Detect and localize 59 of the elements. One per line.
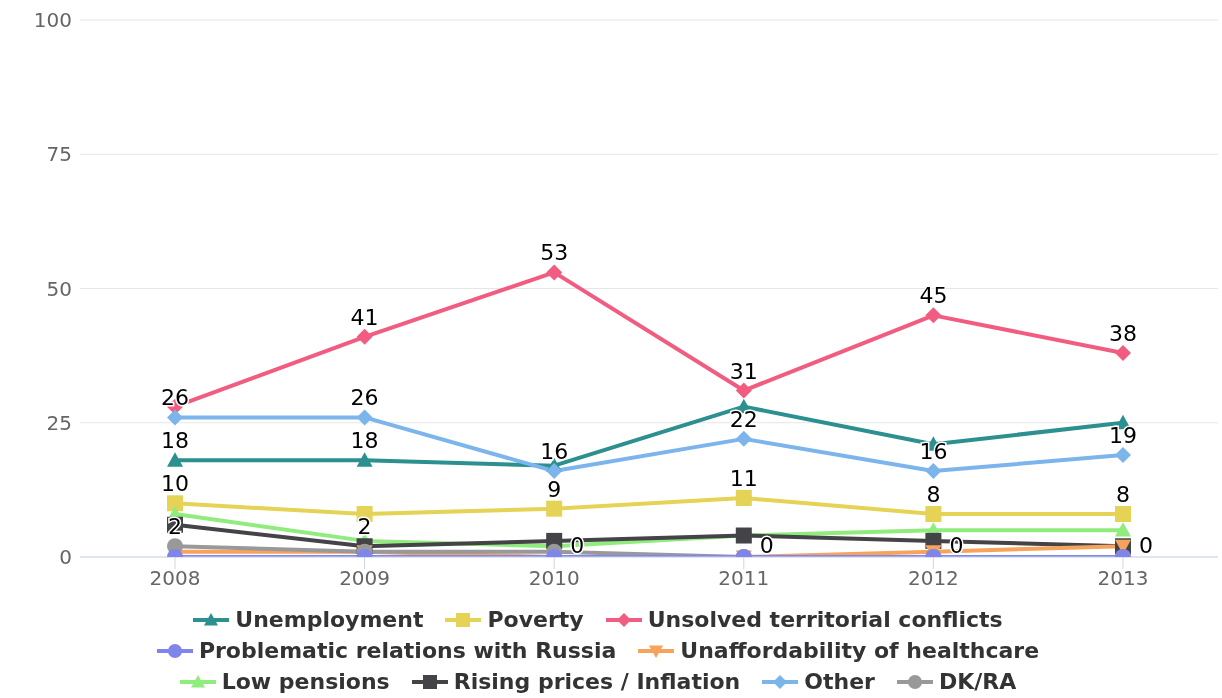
y-tick-label: 75: [46, 142, 72, 167]
data-label: 8: [1116, 482, 1130, 508]
point: [925, 307, 942, 324]
data-label: 18: [161, 428, 189, 454]
y-tick-label: 50: [46, 276, 72, 301]
point: [356, 409, 373, 426]
point: [925, 506, 942, 523]
data-label: 0: [759, 533, 774, 558]
legend-label: Poverty: [487, 607, 584, 632]
legend-label: DK/RA: [938, 669, 1017, 694]
legend-label: Other: [804, 669, 875, 694]
legend-label: Unsolved territorial conflicts: [647, 607, 1003, 632]
point: [1115, 506, 1131, 523]
legend-label: Unaffordability of healthcare: [680, 638, 1040, 663]
point: [925, 463, 942, 480]
data-label: 22: [729, 406, 758, 432]
point: [1115, 344, 1131, 361]
data-label: 31: [729, 358, 758, 384]
data-label: 9: [547, 476, 562, 502]
x-tick-label: 2012: [907, 566, 959, 591]
legend-label: Low pensions: [221, 669, 390, 694]
point: [735, 430, 752, 447]
data-label: 41: [350, 304, 379, 330]
point: [167, 452, 183, 467]
x-tick-label: 2008: [149, 566, 201, 591]
legend-label: Unemployment: [235, 607, 424, 632]
x-tick-label: 2013: [1097, 566, 1149, 591]
y-tick-label: 100: [33, 8, 72, 33]
point: [546, 500, 563, 517]
point: [356, 452, 373, 467]
point: [735, 489, 752, 506]
point: [167, 495, 183, 512]
legend-label: Problematic relations with Russia: [198, 638, 617, 663]
data-label: 0: [1139, 533, 1153, 558]
point: [167, 409, 183, 426]
point: [1115, 522, 1131, 537]
y-tick-label: 0: [59, 545, 72, 570]
data-label: 2: [357, 514, 372, 540]
legend-label: Rising prices / Inflation: [453, 669, 741, 694]
point: [1115, 446, 1131, 463]
data-label: 8: [926, 482, 941, 508]
x-tick-label: 2010: [528, 566, 580, 591]
data-label: 16: [540, 439, 569, 465]
point: [546, 463, 563, 480]
x-tick-label: 2011: [718, 566, 770, 591]
x-tick-label: 2009: [339, 566, 391, 591]
y-tick-label: 25: [46, 410, 72, 435]
data-label: 26: [350, 385, 379, 411]
data-label: 2: [168, 514, 182, 540]
point: [546, 264, 563, 281]
data-label: 19: [1109, 422, 1137, 448]
data-label: 53: [540, 240, 569, 266]
point: [356, 328, 373, 345]
data-label: 11: [729, 465, 758, 491]
data-label: 10: [161, 471, 189, 497]
data-label: 18: [350, 428, 379, 454]
point: [735, 382, 752, 399]
data-label: 45: [919, 283, 948, 309]
data-label: 38: [1109, 320, 1137, 346]
